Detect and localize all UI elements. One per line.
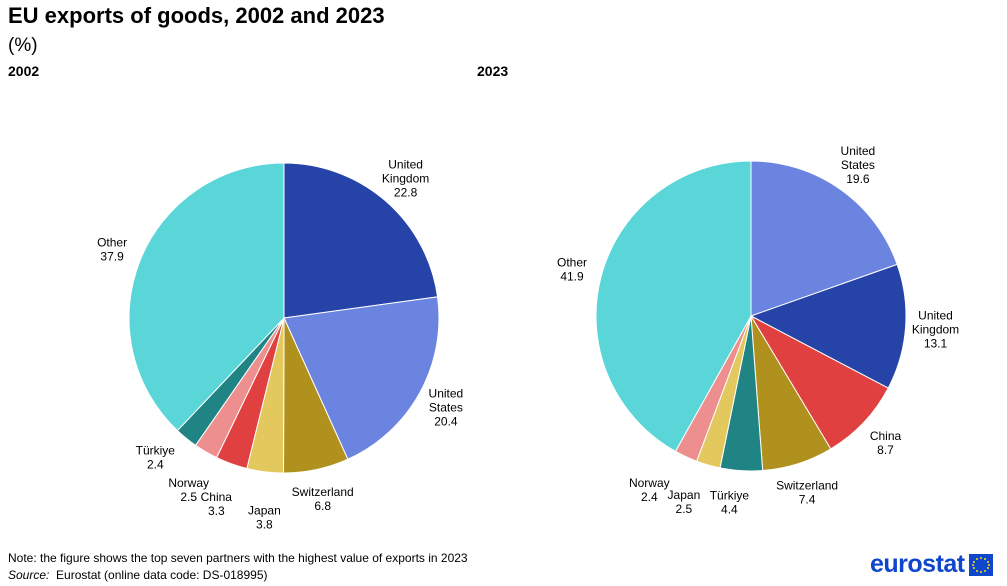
slice-label-t-rkiye: Türkiye 4.4 xyxy=(710,489,750,517)
slice-label-value: 2.5 xyxy=(676,502,693,516)
slice-label-name: Kingdom xyxy=(382,172,429,186)
pie-slice-other xyxy=(128,162,285,432)
pie-slice-united-kingdom xyxy=(749,263,907,389)
slice-label-name: United xyxy=(841,144,876,158)
slice-label-name: Türkiye xyxy=(136,444,176,458)
source-text: Eurostat (online data code: DS-018995) xyxy=(56,568,268,582)
slice-label-united-states: United States 20.4 xyxy=(429,387,464,429)
slice-label-value: 2.4 xyxy=(641,490,658,504)
pie-slice-other xyxy=(595,160,752,453)
slice-label-value: 6.8 xyxy=(314,499,331,513)
slice-label-value: 20.4 xyxy=(434,415,458,429)
slice-label-united-states: United States 19.6 xyxy=(841,144,876,186)
slice-label-value: 7.4 xyxy=(799,492,816,506)
slice-label-name: States xyxy=(429,401,463,415)
slice-label-united-kingdom: United Kingdom 22.8 xyxy=(382,158,429,200)
slice-label-name: Kingdom xyxy=(912,322,959,336)
slice-label-name: United xyxy=(429,387,464,401)
slice-label-japan: Japan 2.5 xyxy=(668,488,701,516)
slice-label-name: Norway xyxy=(168,476,209,490)
pie-slice-united-kingdom xyxy=(283,162,439,319)
slice-label-switzerland: Switzerland 7.4 xyxy=(776,478,838,506)
slice-label-name: China xyxy=(870,429,902,443)
slice-label-name: Norway xyxy=(629,476,670,490)
slice-label-value: 2.4 xyxy=(147,458,164,472)
eurostat-wordmark: eurostat xyxy=(870,550,965,578)
source-label: Source: xyxy=(8,568,50,582)
slice-label-name: States xyxy=(841,158,875,172)
slice-label-name: Japan xyxy=(668,488,701,502)
chart-subtitle: (%) xyxy=(8,35,38,56)
eurostat-logo: eurostat xyxy=(870,550,993,579)
pie-2002-title: 2002 xyxy=(8,63,40,79)
slice-label-name: United xyxy=(388,158,423,172)
slice-label-united-kingdom: United Kingdom 13.1 xyxy=(912,308,959,350)
slice-label-value: 13.1 xyxy=(924,336,948,350)
footnote: Note: the figure shows the top seven par… xyxy=(8,551,468,565)
slice-label-name: Switzerland xyxy=(776,478,838,492)
eu-flag-icon xyxy=(968,553,993,576)
slice-label-china: China 3.3 xyxy=(201,490,233,518)
slice-label-value: 4.4 xyxy=(721,503,738,517)
slice-label-china: China 8.7 xyxy=(870,429,902,457)
slice-label-value: 37.9 xyxy=(100,250,124,264)
slice-label-value: 3.3 xyxy=(208,504,225,518)
slice-label-name: United xyxy=(918,308,953,322)
slice-label-norway: Norway 2.5 xyxy=(168,476,209,504)
slice-label-name: Switzerland xyxy=(292,485,354,499)
slice-label-name: Other xyxy=(557,255,587,269)
slice-label-value: 8.7 xyxy=(877,443,894,457)
slice-label-switzerland: Switzerland 6.8 xyxy=(292,485,354,513)
slice-label-name: Other xyxy=(97,236,127,250)
slice-label-other: Other 41.9 xyxy=(557,255,587,283)
slice-label-name: Türkiye xyxy=(710,489,750,503)
slice-label-name: Japan xyxy=(248,504,281,518)
pie-slice-china xyxy=(749,314,889,450)
slice-label-value: 19.6 xyxy=(846,172,870,186)
slice-label-norway: Norway 2.4 xyxy=(629,476,670,504)
slice-label-value: 3.8 xyxy=(256,518,273,532)
source-line: Source: Eurostat (online data code: DS-0… xyxy=(8,568,268,582)
slice-label-name: China xyxy=(201,490,233,504)
slice-label-value: 22.8 xyxy=(394,186,418,200)
slice-label-t-rkiye: Türkiye 2.4 xyxy=(136,444,176,472)
slice-label-other: Other 37.9 xyxy=(97,236,127,264)
pie-2023-title: 2023 xyxy=(477,63,509,79)
slice-label-value: 41.9 xyxy=(560,269,584,283)
slice-label-japan: Japan 3.8 xyxy=(248,504,281,532)
pie-slice-united-states xyxy=(283,296,440,460)
slice-label-value: 2.5 xyxy=(180,490,197,504)
chart-title: EU exports of goods, 2002 and 2023 xyxy=(8,3,385,28)
